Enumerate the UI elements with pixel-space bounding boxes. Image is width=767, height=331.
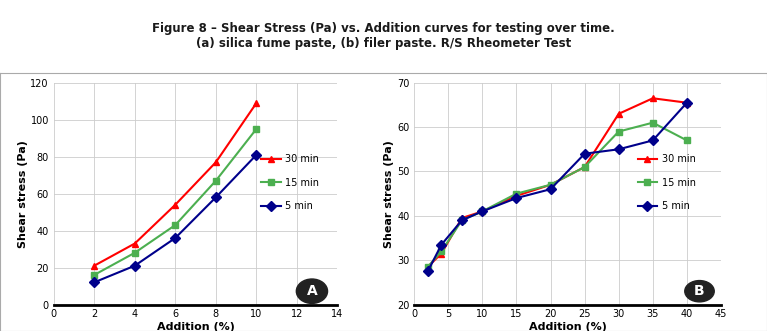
5 min: [423, 269, 433, 273]
Circle shape: [685, 281, 714, 302]
Line: 30 min: 30 min: [424, 95, 690, 270]
5 min: [478, 210, 487, 213]
5 min: [683, 101, 692, 105]
5 min: [512, 196, 521, 200]
Legend: 30 min, 15 min, 5 min: 30 min, 15 min, 5 min: [634, 150, 700, 215]
30 min: [457, 216, 466, 220]
15 min: [614, 129, 624, 133]
Y-axis label: Shear stress (Pa): Shear stress (Pa): [384, 140, 394, 248]
15 min: [171, 223, 180, 227]
30 min: [614, 112, 624, 116]
Line: 15 min: 15 min: [91, 125, 260, 278]
Legend: 30 min, 15 min, 5 min: 30 min, 15 min, 5 min: [257, 150, 323, 215]
Text: B: B: [694, 284, 705, 298]
15 min: [90, 273, 99, 277]
Text: A: A: [307, 284, 318, 298]
15 min: [211, 179, 220, 183]
Text: Figure 8 – Shear Stress (Pa) vs. Addition curves for testing over time.
(a) sili: Figure 8 – Shear Stress (Pa) vs. Additio…: [152, 23, 615, 50]
Circle shape: [296, 279, 328, 304]
X-axis label: Addition (%): Addition (%): [528, 322, 607, 331]
5 min: [648, 138, 657, 142]
5 min: [580, 152, 589, 156]
30 min: [437, 252, 446, 256]
Line: 5 min: 5 min: [91, 151, 260, 286]
15 min: [648, 121, 657, 125]
30 min: [580, 165, 589, 169]
30 min: [546, 183, 555, 187]
15 min: [478, 210, 487, 213]
5 min: [614, 147, 624, 151]
30 min: [130, 242, 140, 246]
5 min: [437, 243, 446, 247]
15 min: [580, 165, 589, 169]
30 min: [252, 101, 261, 105]
15 min: [437, 249, 446, 253]
30 min: [171, 203, 180, 207]
5 min: [546, 187, 555, 191]
30 min: [648, 96, 657, 100]
X-axis label: Addition (%): Addition (%): [156, 322, 235, 331]
15 min: [423, 265, 433, 269]
5 min: [457, 218, 466, 222]
15 min: [252, 127, 261, 131]
Y-axis label: Shear stress (Pa): Shear stress (Pa): [18, 140, 28, 248]
30 min: [512, 194, 521, 198]
30 min: [478, 210, 487, 213]
5 min: [211, 195, 220, 199]
15 min: [130, 251, 140, 255]
5 min: [130, 264, 140, 268]
30 min: [90, 264, 99, 268]
Line: 5 min: 5 min: [424, 99, 690, 275]
5 min: [90, 280, 99, 284]
5 min: [171, 236, 180, 240]
30 min: [423, 265, 433, 269]
15 min: [683, 138, 692, 142]
5 min: [252, 153, 261, 157]
Line: 30 min: 30 min: [91, 100, 260, 269]
15 min: [457, 218, 466, 222]
15 min: [546, 183, 555, 187]
15 min: [512, 192, 521, 196]
30 min: [211, 160, 220, 164]
30 min: [683, 101, 692, 105]
Line: 15 min: 15 min: [424, 119, 690, 270]
